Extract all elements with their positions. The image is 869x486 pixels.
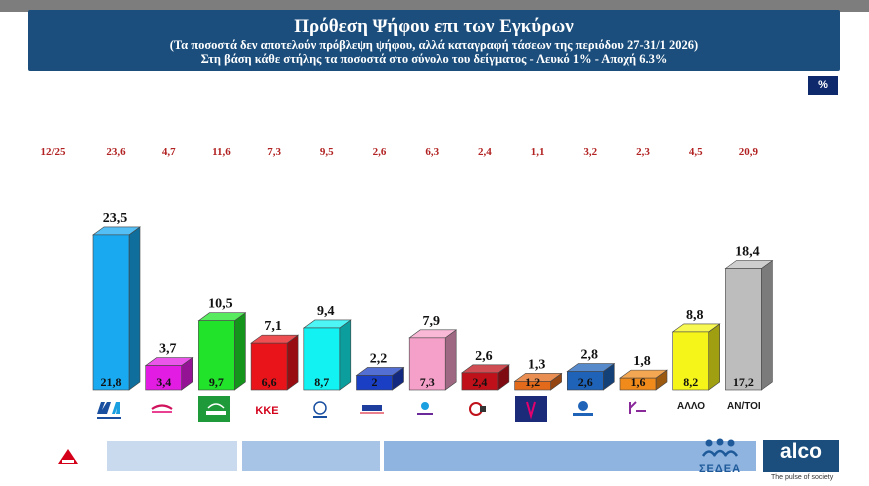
bar-2 (198, 320, 235, 391)
percent-unit-badge: % (808, 76, 838, 95)
bar-base-label-1: 3,4 (156, 375, 171, 389)
bar-top-label-2: 10,5 (208, 297, 233, 312)
prev-value-10: 2,3 (636, 146, 650, 158)
bar-base-label-6: 7,3 (420, 375, 435, 389)
bar-8 (514, 381, 551, 391)
chart-subtitle-base: Στη βάση κάθε στήλης τα ποσοστά στο σύνο… (200, 52, 668, 66)
bar-0 (92, 234, 130, 391)
bar-base-label-3: 6,6 (262, 375, 277, 389)
bar-top-label-10: 1,8 (633, 354, 651, 369)
bar-side-0 (128, 226, 141, 391)
prev-value-6: 6,3 (425, 146, 439, 158)
bar-top-label-9: 2,8 (581, 348, 599, 363)
plefsi-logo-icon (409, 396, 441, 422)
syriza-logo-icon (146, 396, 178, 422)
alco-logo: alco (763, 440, 839, 472)
bar-top-label-3: 7,1 (264, 319, 282, 334)
bar-1 (145, 365, 182, 391)
bar-4 (303, 327, 341, 391)
bar-base-label-0: 21,8 (101, 375, 122, 389)
bar-base-label-12: 17,2 (733, 375, 754, 389)
bar-side-2 (234, 312, 246, 391)
sedea-logo: ΣΕΔΕΑ (690, 438, 750, 478)
prev-value-2: 11,6 (212, 146, 231, 158)
kke-label: ΚΚΕ (255, 405, 278, 417)
elliniki-lysi-logo-icon (304, 396, 336, 422)
bar-top-label-4: 9,4 (317, 304, 335, 319)
bar-12 (725, 268, 762, 391)
footer-segment-3 (242, 441, 380, 471)
chart-header: Πρόθεση Ψήφου επι των Εγκύρων (Τα ποσοστ… (28, 10, 840, 71)
bar-side-4 (339, 319, 352, 391)
bar-top-label-1: 3,7 (159, 342, 177, 357)
kinima-logo-icon (515, 396, 547, 422)
antoi-label: ΑΝ/ΤΟΙ (727, 401, 761, 412)
bar-side-6 (444, 329, 457, 391)
bar-11 (672, 331, 710, 391)
prev-value-4: 9,5 (320, 146, 334, 158)
bar-base-label-9: 2,6 (578, 375, 593, 389)
prev-value-11: 4,5 (689, 146, 703, 158)
top-frame-strip (0, 0, 869, 12)
prev-value-3: 7,3 (267, 146, 281, 158)
bar-top-label-7: 2,6 (475, 349, 493, 364)
bar-side-11 (708, 323, 721, 391)
bar-top-label-8: 1,3 (528, 357, 546, 372)
bar-base-label-5: 2 (372, 375, 378, 389)
previous-period-label: 12/25 (40, 146, 66, 158)
bar-base-label-10: 1,6 (631, 375, 646, 389)
mera25-logo-icon (462, 396, 494, 422)
chart-subtitle-note: (Τα ποσοστά δεν αποτελούν πρόβλεψη ψήφου… (169, 38, 699, 52)
bar-top-label-6: 7,9 (422, 314, 440, 329)
bar-base-label-7: 2,4 (472, 375, 487, 389)
prev-value-5: 2,6 (373, 146, 387, 158)
bar-6 (408, 337, 446, 391)
prev-value-9: 3,2 (583, 146, 597, 158)
prev-value-8: 1,1 (531, 146, 545, 158)
bar-7 (461, 372, 499, 391)
bar-3 (250, 342, 288, 391)
footer-segment-4 (384, 441, 756, 471)
broadcaster-logo-icon (58, 449, 78, 464)
kke-logo-icon: ΚΚΕ (251, 396, 283, 422)
sedea-text: ΣΕΔΕΑ (698, 463, 742, 475)
bar-top-label-12: 18,4 (735, 245, 760, 260)
bar-9 (566, 371, 604, 391)
prev-value-7: 2,4 (478, 146, 492, 158)
bar-top-label-11: 8,8 (686, 308, 704, 323)
bar-side-12 (761, 259, 773, 391)
pasok-logo-icon (198, 396, 230, 422)
sedea-people-icon (701, 438, 739, 457)
bar-top-label-5: 2,2 (370, 351, 388, 366)
prev-value-1: 4,7 (162, 146, 176, 158)
bar-base-label-8: 1,2 (525, 375, 540, 389)
foni-logikis-logo-icon (567, 396, 599, 422)
bar-base-label-4: 8,7 (314, 375, 329, 389)
bar-10 (619, 377, 657, 391)
footer-segment-2 (107, 441, 237, 471)
allo-label: ΑΛΛΟ (677, 401, 706, 412)
niki-logo-icon (356, 396, 388, 422)
bar-5 (356, 375, 393, 391)
prev-value-12: 20,9 (739, 146, 759, 158)
prev-value-0: 23,6 (106, 146, 126, 158)
bar-base-label-2: 9,7 (209, 375, 224, 389)
alco-name: alco (779, 440, 823, 463)
nd-logo-icon (93, 396, 125, 422)
bar-side-3 (286, 334, 299, 391)
nea-aristera-logo-icon (620, 396, 652, 422)
bar-base-label-11: 8,2 (683, 375, 698, 389)
alco-tagline: The pulse of society (771, 474, 834, 481)
bar-top-label-0: 23,5 (103, 211, 128, 226)
chart-title: Πρόθεση Ψήφου επι των Εγκύρων (294, 16, 574, 37)
